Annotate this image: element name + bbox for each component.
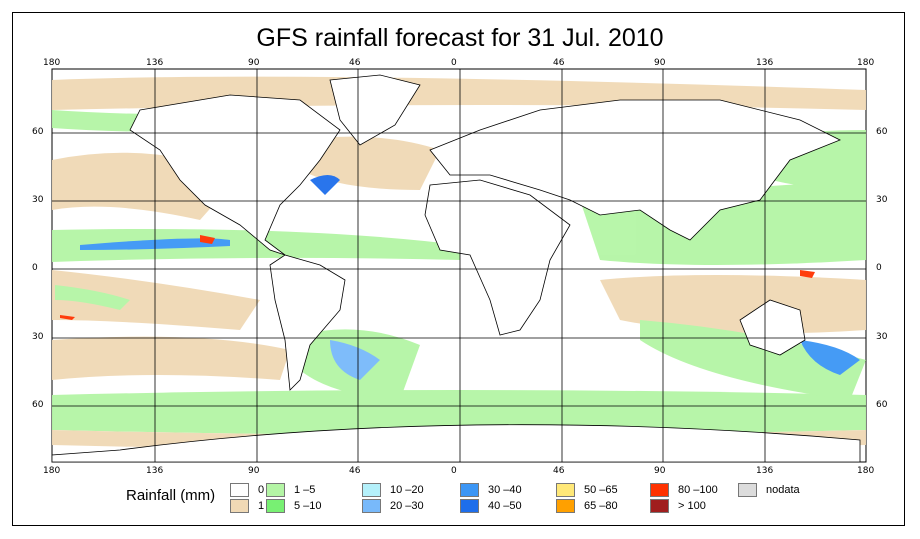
lon-label-bottom: 180 — [43, 466, 61, 476]
lon-label-top: 0 — [451, 58, 457, 68]
lon-label-top: 90 — [654, 58, 666, 68]
lon-label-bottom: 46 — [553, 466, 565, 476]
lat-label-right: 30 — [876, 195, 888, 205]
lat-label-right: 60 — [876, 400, 888, 410]
lon-label-bottom: 90 — [248, 466, 260, 476]
lon-label-bottom: 0 — [451, 466, 457, 476]
legend-label: 0 — [258, 484, 265, 496]
lat-label-right: 0 — [876, 263, 882, 273]
lat-label-right: 60 — [876, 127, 888, 137]
lat-label-left: 0 — [32, 263, 38, 273]
lon-label-bottom: 180 — [857, 466, 875, 476]
legend-label: 1 –5 — [294, 484, 316, 496]
lat-label-left: 30 — [32, 195, 44, 205]
legend-swatch — [362, 499, 381, 513]
legend-swatch — [362, 483, 381, 497]
legend-swatch — [230, 483, 249, 497]
legend-swatch — [266, 483, 285, 497]
lon-label-bottom: 136 — [756, 466, 774, 476]
legend-swatch — [460, 499, 479, 513]
lon-label-bottom: 46 — [349, 466, 361, 476]
lat-label-left: 30 — [32, 332, 44, 342]
legend-title: Rainfall (mm) — [126, 487, 216, 504]
legend-label: nodata — [766, 484, 800, 496]
legend-swatch — [230, 499, 249, 513]
legend-swatch — [738, 483, 757, 497]
lon-label-top: 46 — [553, 58, 565, 68]
legend-swatch — [556, 483, 575, 497]
graticule — [52, 69, 866, 462]
legend-label: 80 –100 — [678, 484, 718, 496]
lon-label-top: 180 — [857, 58, 875, 68]
lon-label-top: 46 — [349, 58, 361, 68]
lon-label-bottom: 90 — [654, 466, 666, 476]
lat-label-right: 30 — [876, 332, 888, 342]
figure-frame — [12, 12, 905, 526]
lon-label-bottom: 136 — [146, 466, 164, 476]
legend-label: 5 –10 — [294, 500, 322, 512]
legend-swatch — [266, 499, 285, 513]
legend-label: 20 –30 — [390, 500, 424, 512]
lon-label-top: 136 — [756, 58, 774, 68]
legend-label: 50 –65 — [584, 484, 618, 496]
lat-label-left: 60 — [32, 127, 44, 137]
legend-swatch — [650, 499, 669, 513]
legend-label: 1 — [258, 500, 265, 512]
legend-swatch — [650, 483, 669, 497]
legend-label: 65 –80 — [584, 500, 618, 512]
legend-swatch — [460, 483, 479, 497]
legend-swatch — [556, 499, 575, 513]
legend-label: 30 –40 — [488, 484, 522, 496]
lon-label-top: 90 — [248, 58, 260, 68]
legend-label: > 100 — [678, 500, 706, 512]
lat-label-left: 60 — [32, 400, 44, 410]
map-area — [51, 68, 867, 463]
coastlines — [51, 74, 861, 463]
lon-label-top: 180 — [43, 58, 61, 68]
legend-label: 10 –20 — [390, 484, 424, 496]
map-title: GFS rainfall forecast for 31 Jul. 2010 — [256, 24, 664, 52]
lon-label-top: 136 — [146, 58, 164, 68]
legend-label: 40 –50 — [488, 500, 522, 512]
